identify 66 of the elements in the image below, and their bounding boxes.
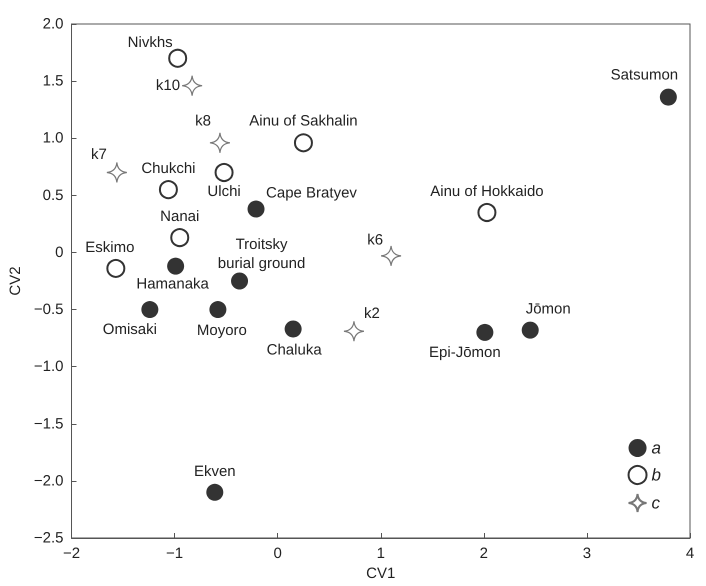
y-tick-label: 1.5 <box>42 72 64 90</box>
annotation: Nivkhs <box>128 34 173 51</box>
annotation: k10 <box>156 77 180 94</box>
y-tick-label: −2.0 <box>34 472 64 490</box>
x-tick-label: 1 <box>376 545 385 562</box>
point <box>294 133 313 152</box>
point <box>214 162 234 182</box>
annotation: Omisaki <box>102 321 157 338</box>
x-tick-label: −2 <box>62 545 80 562</box>
y-axis-title: CV2 <box>7 266 24 296</box>
annotation: k8 <box>195 112 211 130</box>
y-tick-label: −1.5 <box>34 415 64 432</box>
point <box>182 75 203 96</box>
y-tick-label: 2.0 <box>42 16 64 32</box>
legend-label: b <box>652 466 662 484</box>
annotation: k7 <box>91 146 107 163</box>
point <box>248 200 265 218</box>
annotation: Hamanaka <box>136 276 210 293</box>
point <box>167 258 184 275</box>
x-tick-label: 3 <box>582 545 592 562</box>
point <box>106 258 126 278</box>
point <box>106 162 128 184</box>
point <box>380 245 402 266</box>
point <box>206 484 224 501</box>
y-tick-label: −1.0 <box>34 358 64 376</box>
x-tick-label: 2 <box>480 545 488 562</box>
point <box>476 324 494 341</box>
point <box>158 180 178 200</box>
annotation: Satsumon <box>610 66 678 84</box>
annotation: Nanai <box>160 208 200 226</box>
point <box>141 301 158 318</box>
annotation: Ainu of Sakhalin <box>249 112 358 130</box>
annotation: k2 <box>364 304 380 322</box>
annotation: Moyoro <box>196 322 247 340</box>
y-tick-label: 0.5 <box>42 186 64 204</box>
point <box>284 320 302 338</box>
annotation: Ainu of Hokkaido <box>430 182 544 200</box>
point <box>660 88 677 106</box>
x-axis-title: CV1 <box>366 564 396 582</box>
annotation: Chaluka <box>266 341 322 358</box>
point <box>477 202 496 222</box>
point <box>231 272 248 290</box>
y-tick-label: 0 <box>55 244 64 261</box>
annotation: Ulchi <box>207 182 241 200</box>
point <box>209 301 226 318</box>
annotation: Jōmon <box>526 300 571 318</box>
x-tick-label: 0 <box>274 545 282 562</box>
annotation: Epi-Jōmon <box>429 344 501 361</box>
point <box>170 228 190 248</box>
legend-label: c <box>652 494 661 512</box>
annotation: Eskimo <box>85 238 134 256</box>
x-tick-label: −1 <box>166 545 184 562</box>
point <box>209 132 231 154</box>
point <box>343 320 365 342</box>
annotation: Cape Bratyev <box>266 184 358 202</box>
annotation: Chukchi <box>141 160 196 178</box>
y-tick-label: −2.5 <box>34 530 64 546</box>
legend-label: a <box>652 438 662 458</box>
point <box>522 322 539 339</box>
y-tick-label: −0.5 <box>34 301 64 318</box>
annotation: k6 <box>367 231 384 248</box>
x-tick-label: 4 <box>686 545 694 562</box>
y-tick-label: 1.0 <box>42 130 64 147</box>
annotation: Ekven <box>194 462 236 480</box>
point <box>168 48 188 68</box>
annotation: Troitsky burial ground <box>218 236 306 272</box>
